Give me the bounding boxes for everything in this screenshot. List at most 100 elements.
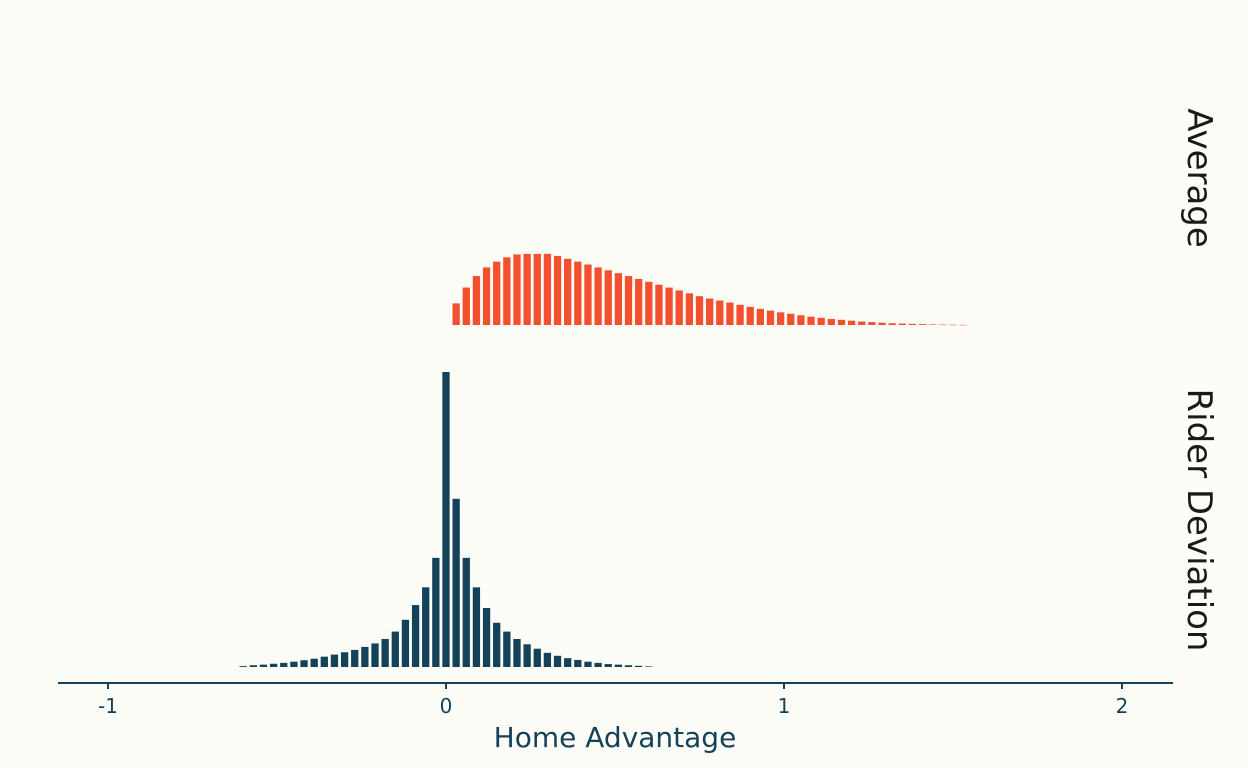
bar bbox=[493, 622, 501, 667]
panel-1-bars bbox=[239, 372, 653, 668]
bar bbox=[452, 303, 460, 325]
bar bbox=[310, 658, 318, 667]
bar bbox=[300, 660, 308, 668]
x-tick-label: 0 bbox=[440, 694, 453, 718]
bar bbox=[726, 302, 734, 325]
bar bbox=[949, 324, 957, 326]
bar bbox=[381, 638, 389, 667]
bar bbox=[939, 324, 947, 326]
bar bbox=[452, 498, 460, 667]
bar bbox=[766, 310, 775, 325]
bar bbox=[249, 665, 257, 667]
bar bbox=[756, 308, 764, 325]
bar bbox=[817, 317, 825, 325]
bar bbox=[543, 253, 552, 325]
bar bbox=[351, 649, 359, 667]
bar bbox=[269, 663, 278, 667]
bar bbox=[290, 661, 298, 667]
bar bbox=[898, 323, 906, 325]
bar bbox=[462, 287, 470, 325]
bar bbox=[624, 276, 633, 325]
bar bbox=[584, 661, 592, 667]
bar bbox=[888, 323, 896, 325]
bar bbox=[929, 324, 937, 325]
bar bbox=[422, 587, 430, 667]
bar bbox=[635, 278, 643, 325]
bar bbox=[584, 264, 592, 325]
bar bbox=[361, 646, 369, 667]
bar bbox=[574, 261, 582, 325]
bar bbox=[959, 324, 967, 326]
bar bbox=[645, 666, 653, 667]
bar bbox=[797, 315, 805, 325]
facet-label-average: Average bbox=[1179, 108, 1219, 248]
bar bbox=[837, 319, 846, 325]
bar bbox=[259, 664, 268, 667]
bar bbox=[594, 662, 602, 667]
bar bbox=[513, 638, 521, 667]
bar bbox=[695, 296, 704, 325]
bar bbox=[685, 293, 694, 325]
bar bbox=[878, 322, 886, 325]
bar bbox=[472, 587, 481, 667]
bar bbox=[564, 658, 572, 667]
bar bbox=[543, 652, 552, 667]
bar bbox=[482, 608, 491, 667]
bar bbox=[716, 300, 724, 325]
bar bbox=[523, 253, 531, 325]
bar bbox=[746, 306, 754, 325]
bar bbox=[462, 557, 470, 667]
bars-layer bbox=[239, 253, 967, 668]
bar bbox=[523, 644, 531, 667]
bar bbox=[918, 324, 927, 325]
bar bbox=[736, 304, 744, 325]
bar bbox=[493, 261, 501, 325]
panel-0-bars bbox=[452, 253, 967, 326]
bar bbox=[442, 372, 450, 667]
bar bbox=[908, 323, 917, 325]
x-axis-title: Home Advantage bbox=[494, 721, 737, 754]
bar bbox=[472, 276, 481, 325]
bar bbox=[340, 652, 349, 667]
bar bbox=[614, 273, 623, 325]
x-ticks: -1 0 1 2 bbox=[98, 683, 1128, 718]
bar bbox=[675, 290, 683, 325]
bar bbox=[280, 662, 288, 667]
bar bbox=[513, 254, 521, 325]
bar bbox=[594, 267, 602, 325]
bar bbox=[533, 253, 541, 325]
bar bbox=[411, 605, 420, 667]
bar bbox=[320, 656, 328, 667]
bar bbox=[371, 643, 379, 667]
bar bbox=[635, 665, 643, 667]
bar bbox=[604, 270, 612, 325]
bar bbox=[503, 631, 511, 667]
bar bbox=[239, 666, 247, 668]
bar bbox=[503, 257, 511, 325]
bar bbox=[533, 648, 541, 667]
bar bbox=[827, 318, 835, 325]
x-tick-label: -1 bbox=[98, 694, 118, 718]
bar bbox=[645, 281, 653, 325]
facet-label-rider-deviation: Rider Deviation bbox=[1179, 389, 1219, 652]
bar bbox=[574, 659, 582, 667]
bar bbox=[391, 631, 399, 667]
bar bbox=[807, 316, 815, 325]
bar bbox=[604, 664, 612, 667]
bar bbox=[553, 255, 562, 325]
bar bbox=[482, 267, 491, 325]
bar bbox=[858, 321, 866, 325]
bar bbox=[655, 284, 663, 325]
bar bbox=[624, 665, 633, 667]
bar bbox=[776, 312, 785, 325]
x-tick-label: 2 bbox=[1116, 694, 1129, 718]
bar bbox=[787, 313, 795, 325]
bar bbox=[665, 287, 673, 325]
bar bbox=[868, 322, 876, 325]
bar bbox=[614, 664, 623, 667]
bar bbox=[330, 654, 339, 667]
bar bbox=[432, 557, 440, 667]
bar bbox=[564, 258, 572, 325]
